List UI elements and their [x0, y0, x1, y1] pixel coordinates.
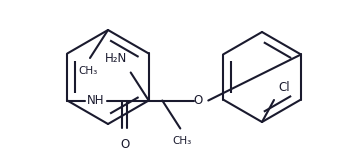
Text: O: O: [194, 94, 203, 107]
Text: NH: NH: [87, 94, 105, 107]
Text: CH₃: CH₃: [78, 66, 98, 76]
Text: H₂N: H₂N: [104, 51, 127, 65]
Text: Cl: Cl: [278, 81, 289, 94]
Text: CH₃: CH₃: [173, 136, 192, 146]
Text: O: O: [121, 138, 130, 150]
